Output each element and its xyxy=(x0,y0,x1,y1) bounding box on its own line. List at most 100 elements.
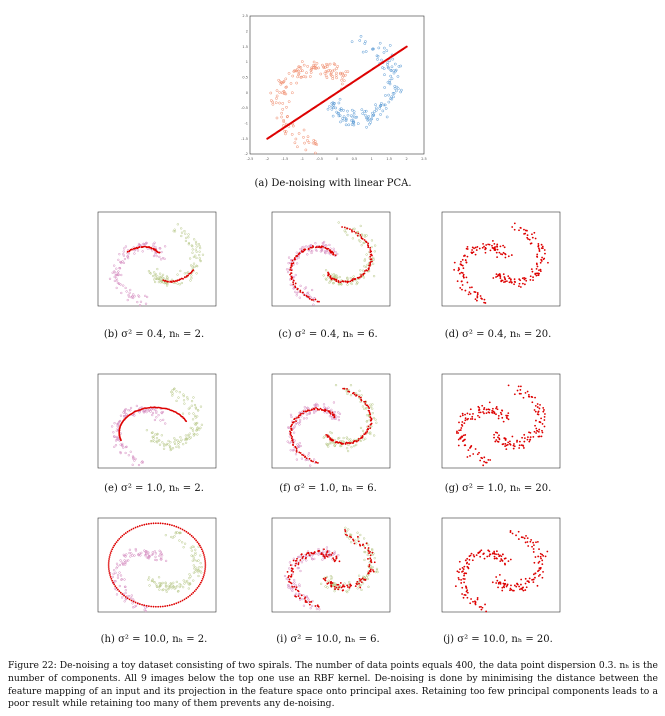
noisy-point xyxy=(133,414,136,417)
noisy-point xyxy=(199,562,202,565)
noisy-point xyxy=(147,269,151,273)
noisy-point xyxy=(390,95,394,99)
noisy-point xyxy=(394,89,398,93)
noisy-point xyxy=(275,116,279,120)
noisy-point xyxy=(363,110,367,113)
denoised-point xyxy=(324,556,326,559)
denoised-point xyxy=(136,602,139,605)
denoised-point xyxy=(483,557,486,560)
denoised-point xyxy=(488,401,491,404)
denoised-point xyxy=(475,554,478,557)
denoised-point xyxy=(316,300,319,303)
denoised-point xyxy=(536,263,538,266)
noisy-point xyxy=(349,384,353,387)
noisy-point xyxy=(115,566,118,570)
denoised-point xyxy=(306,552,309,554)
noisy-point xyxy=(121,260,124,263)
denoised-point xyxy=(157,406,160,409)
denoised-point xyxy=(495,276,497,278)
denoised-point xyxy=(505,444,508,447)
denoised-point xyxy=(162,279,165,282)
noisy-point xyxy=(391,57,395,61)
noisy-point xyxy=(164,581,167,584)
denoised-point xyxy=(532,279,534,282)
noisy-point xyxy=(296,145,299,149)
noisy-point xyxy=(349,394,353,397)
noisy-point xyxy=(111,575,115,578)
denoised-point xyxy=(364,403,367,405)
x-tick-label: -2 xyxy=(266,157,270,161)
denoised-point xyxy=(480,549,483,552)
denoised-point xyxy=(540,435,543,438)
noisy-point xyxy=(183,229,186,233)
denoised-point xyxy=(500,555,503,558)
denoised-point xyxy=(371,551,374,554)
denoised-point xyxy=(405,45,408,48)
denoised-point xyxy=(202,576,205,578)
denoised-point xyxy=(529,279,532,281)
denoised-point xyxy=(495,251,498,254)
denoised-point xyxy=(298,414,300,417)
denoised-point xyxy=(496,248,499,251)
denoised-point xyxy=(473,247,475,250)
noisy-point xyxy=(295,251,298,254)
denoised-point xyxy=(502,420,505,423)
denoised-point xyxy=(368,552,370,555)
denoised-point xyxy=(512,447,515,450)
denoised-point xyxy=(503,579,506,582)
noisy-point xyxy=(158,443,162,446)
denoised-point xyxy=(457,432,460,434)
noisy-point xyxy=(346,277,349,280)
noisy-point xyxy=(389,68,393,72)
noisy-point xyxy=(172,585,175,588)
denoised-point xyxy=(199,581,202,584)
noisy-point xyxy=(382,67,386,70)
denoised-point xyxy=(523,433,526,436)
denoised-point xyxy=(471,249,474,251)
denoised-point xyxy=(504,582,507,585)
denoised-point xyxy=(533,561,536,564)
noisy-point xyxy=(308,75,312,78)
noisy-point xyxy=(375,54,379,58)
denoised-point xyxy=(301,557,304,559)
noisy-point xyxy=(177,446,181,449)
denoised-point xyxy=(308,297,311,300)
denoised-point xyxy=(518,285,520,288)
noisy-point xyxy=(116,427,119,430)
noisy-point xyxy=(192,556,195,559)
noisy-point xyxy=(151,249,154,252)
noisy-point xyxy=(183,438,187,441)
denoised-point xyxy=(505,448,508,451)
denoised-point xyxy=(532,581,535,583)
denoised-point xyxy=(360,581,363,584)
denoised-point xyxy=(466,589,469,592)
noisy-point xyxy=(333,438,336,442)
noisy-point xyxy=(347,443,350,447)
denoised-point xyxy=(145,245,148,248)
noisy-point xyxy=(153,280,157,284)
denoised-point xyxy=(520,392,522,395)
noisy-point xyxy=(298,411,301,414)
denoised-point xyxy=(335,586,338,589)
noisy-point xyxy=(337,101,341,105)
plot-frame xyxy=(271,373,391,469)
noisy-point xyxy=(110,425,114,428)
plot-g xyxy=(432,370,564,478)
noisy-point xyxy=(369,118,373,121)
denoised-point xyxy=(203,574,205,576)
denoised-point xyxy=(315,461,318,464)
denoised-point xyxy=(363,272,366,275)
noisy-point xyxy=(127,408,130,412)
noisy-point xyxy=(113,264,116,267)
denoised-point xyxy=(477,414,479,417)
denoised-point xyxy=(344,533,347,536)
noisy-point xyxy=(284,132,287,136)
noisy-point xyxy=(327,276,330,279)
denoised-point xyxy=(366,244,369,246)
denoised-point xyxy=(323,548,325,551)
denoised-point xyxy=(485,412,488,415)
noisy-point xyxy=(389,97,392,101)
denoised-point xyxy=(336,583,339,586)
denoised-point xyxy=(354,278,357,280)
noisy-point xyxy=(186,398,189,401)
